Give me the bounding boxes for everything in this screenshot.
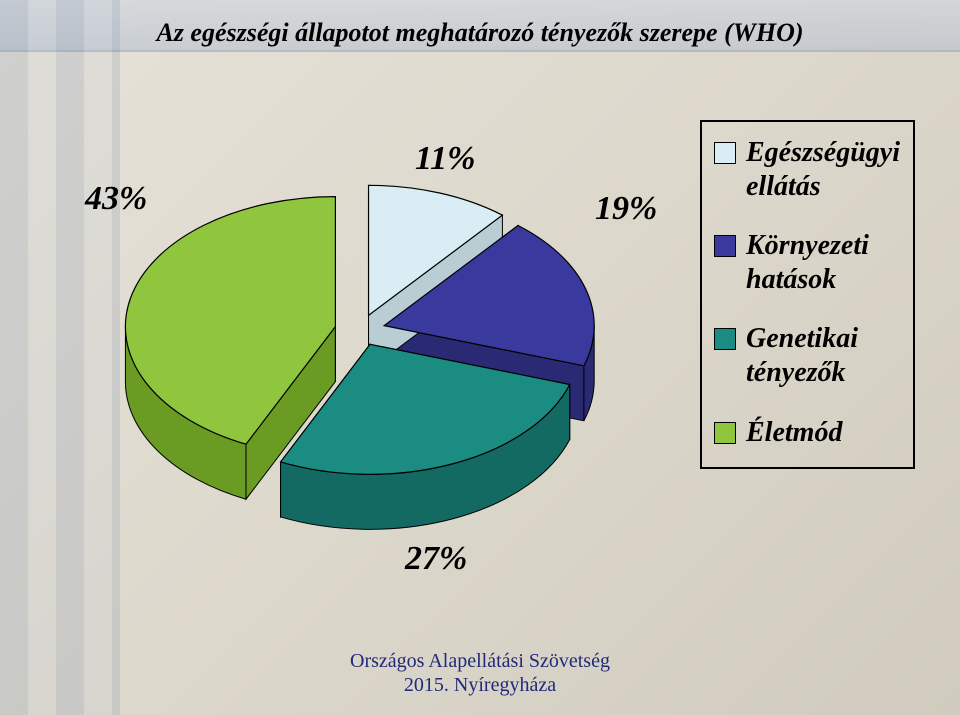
slice-label-2: 27% bbox=[405, 540, 467, 578]
pie-chart: 11% 19% 27% 43% bbox=[70, 110, 650, 590]
legend-item-2: Genetikai tényezők bbox=[714, 322, 901, 389]
legend-swatch-2 bbox=[714, 328, 736, 350]
legend: Egészségügyi ellátás Környezeti hatások … bbox=[700, 120, 915, 469]
slice-label-0: 11% bbox=[415, 140, 475, 178]
legend-swatch-0 bbox=[714, 142, 736, 164]
slice-label-3: 43% bbox=[85, 180, 147, 218]
legend-item-1: Környezeti hatások bbox=[714, 229, 901, 296]
slide-title: Az egészségi állapotot meghatározó ténye… bbox=[0, 18, 960, 48]
footer-line-2: 2015. Nyíregyháza bbox=[0, 673, 960, 697]
footer: Országos Alapellátási Szövetség 2015. Ny… bbox=[0, 649, 960, 697]
legend-text-1: Környezeti hatások bbox=[746, 229, 901, 296]
legend-text-2: Genetikai tényezők bbox=[746, 322, 901, 389]
slide: Az egészségi állapotot meghatározó ténye… bbox=[0, 0, 960, 715]
legend-swatch-1 bbox=[714, 235, 736, 257]
legend-item-0: Egészségügyi ellátás bbox=[714, 136, 901, 203]
footer-line-1: Országos Alapellátási Szövetség bbox=[0, 649, 960, 673]
slice-label-1: 19% bbox=[595, 190, 657, 228]
legend-swatch-3 bbox=[714, 422, 736, 444]
legend-item-3: Életmód bbox=[714, 416, 901, 450]
legend-text-3: Életmód bbox=[746, 416, 842, 450]
pie-chart-svg bbox=[70, 110, 650, 590]
legend-text-0: Egészségügyi ellátás bbox=[746, 136, 901, 203]
